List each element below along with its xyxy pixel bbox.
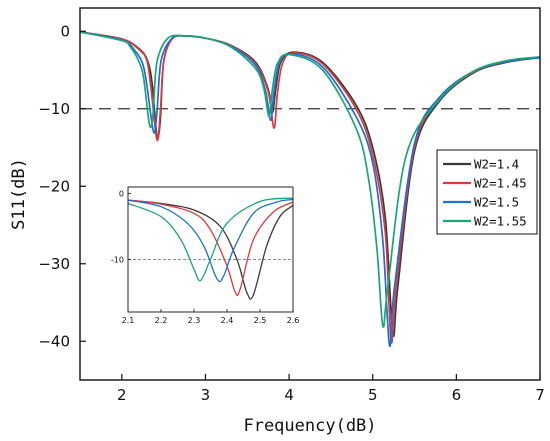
- inset-series-group: [128, 197, 293, 300]
- inset-x-tick-label: 2.4: [221, 316, 234, 325]
- y-axis-title: S11(dB): [9, 158, 29, 230]
- inset-plot-frame: [127, 186, 294, 313]
- y-tick-label: −40: [38, 332, 70, 350]
- x-tick-label: 3: [201, 386, 211, 404]
- inset-x-ticks: 2.1 2.2 2.3 2.4 2.5 2.6: [122, 309, 300, 325]
- series-line-W2=1.55: [80, 31, 540, 328]
- inset-series-line-W2=1.5: [128, 198, 293, 283]
- x-tick-label: 2: [117, 386, 127, 404]
- main-series-group: [80, 31, 540, 348]
- inset-x-tick-label: 2.1: [122, 316, 135, 325]
- inset-x-tick-label: 2.5: [254, 316, 267, 325]
- inset-y-ticks: 0 -10: [111, 190, 131, 264]
- legend-label: W2=1.4: [474, 157, 519, 172]
- legend-label: W2=1.55: [474, 214, 527, 229]
- main-y-ticks: 0 −10 −20 −30 −40: [38, 22, 86, 350]
- inset-x-tick-label: 2.6: [287, 316, 300, 325]
- inset-x-tick-label: 2.3: [188, 316, 201, 325]
- y-tick-label: −30: [38, 255, 70, 273]
- legend-label: W2=1.45: [474, 176, 527, 191]
- legend: W2=1.4 W2=1.45 W2=1.5 W2=1.55: [436, 149, 538, 235]
- y-tick-label: 0: [60, 22, 70, 40]
- main-plot-frame: [79, 7, 541, 381]
- inset-y-tick-label: 0: [119, 190, 124, 199]
- series-line-W2=1.45: [80, 31, 540, 344]
- main-plot: 2 3 4 5 6 7 0 −10 −20 −30 −40: [38, 7, 545, 404]
- inset-y-tick-label: -10: [111, 255, 124, 264]
- inset-series-line-W2=1.55: [128, 197, 293, 282]
- inset-series-line-W2=1.45: [128, 199, 293, 296]
- main-x-ticks: 2 3 4 5 6 7: [117, 374, 545, 404]
- x-tick-label: 6: [452, 386, 462, 404]
- inset-background: [128, 187, 293, 312]
- inset-series-line-W2=1.4: [128, 199, 293, 300]
- inset-x-tick-label: 2.2: [155, 316, 168, 325]
- x-tick-label: 7: [535, 386, 545, 404]
- y-tick-label: −10: [38, 100, 70, 118]
- x-tick-label: 4: [284, 386, 294, 404]
- series-line-W2=1.5: [80, 31, 540, 348]
- inset-plot: 2.1 2.2 2.3 2.4 2.5 2.6 0 -10: [111, 186, 300, 325]
- legend-label: W2=1.5: [474, 195, 519, 210]
- x-axis-title: Frequency(dB): [243, 416, 376, 436]
- y-tick-label: −20: [38, 177, 70, 195]
- x-tick-label: 5: [368, 386, 378, 404]
